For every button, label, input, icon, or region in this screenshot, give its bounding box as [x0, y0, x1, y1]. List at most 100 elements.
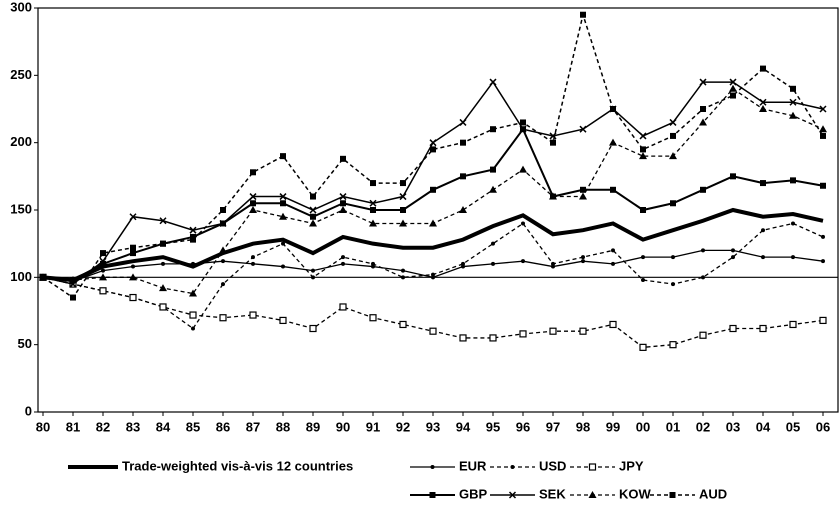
- y-tick-label: 50: [18, 336, 32, 351]
- marker: [700, 186, 706, 193]
- marker: [610, 186, 616, 193]
- marker: [99, 287, 107, 295]
- marker: [699, 78, 707, 86]
- legend-label: KOW: [619, 486, 652, 501]
- x-tick-label: 83: [126, 419, 140, 434]
- marker: [819, 105, 827, 113]
- marker: [730, 173, 736, 180]
- marker: [700, 106, 706, 112]
- marker: [70, 294, 76, 301]
- marker: [129, 273, 137, 281]
- marker: [399, 219, 407, 227]
- marker: [309, 219, 317, 227]
- marker: [311, 275, 315, 280]
- plot-frame: [37, 7, 839, 413]
- marker: [160, 240, 166, 247]
- marker: [430, 465, 435, 469]
- marker: [191, 261, 195, 266]
- marker: [508, 491, 517, 499]
- x-tick-label: 88: [276, 419, 290, 434]
- marker: [311, 268, 315, 273]
- marker: [340, 155, 346, 162]
- marker: [641, 278, 645, 283]
- marker: [429, 327, 437, 335]
- x-tick-label: 94: [456, 419, 471, 434]
- marker: [521, 259, 525, 264]
- marker: [699, 331, 707, 339]
- marker: [639, 132, 647, 140]
- marker: [159, 284, 167, 292]
- marker: [610, 106, 616, 112]
- x-tick-label: 99: [606, 419, 620, 434]
- x-tick-label: 80: [36, 419, 50, 434]
- marker: [609, 138, 617, 146]
- x-tick-label: 87: [246, 419, 260, 434]
- marker: [279, 212, 287, 220]
- marker: [159, 217, 167, 225]
- marker: [791, 221, 795, 226]
- marker: [249, 206, 257, 213]
- marker: [759, 324, 767, 333]
- legend-label: Trade-weighted vis-à-vis 12 countries: [122, 458, 353, 473]
- marker: [190, 236, 196, 243]
- marker: [669, 152, 677, 160]
- x-tick-label: 97: [546, 419, 560, 434]
- marker: [549, 192, 557, 200]
- marker: [309, 324, 317, 333]
- marker: [819, 316, 827, 325]
- marker: [279, 193, 287, 201]
- marker: [130, 244, 136, 251]
- marker: [521, 221, 525, 226]
- marker: [579, 192, 587, 200]
- marker: [430, 146, 436, 153]
- marker: [669, 492, 676, 498]
- marker: [519, 125, 527, 133]
- marker: [701, 248, 705, 253]
- marker: [429, 492, 436, 498]
- series-line: [42, 207, 824, 283]
- legend-label: GBP: [459, 486, 488, 501]
- series-line: [42, 11, 824, 299]
- marker: [251, 261, 255, 266]
- x-tick-label: 96: [516, 419, 530, 434]
- marker: [400, 180, 406, 187]
- marker: [371, 261, 375, 266]
- marker: [789, 320, 797, 329]
- marker: [789, 98, 797, 106]
- marker: [549, 132, 557, 140]
- marker: [251, 255, 255, 260]
- x-tick-label: 05: [786, 419, 800, 434]
- x-tick-label: 89: [306, 419, 320, 434]
- marker: [641, 255, 645, 260]
- marker: [219, 246, 227, 254]
- marker: [99, 257, 107, 265]
- marker: [640, 207, 646, 213]
- marker: [279, 316, 287, 325]
- x-tick-label: 86: [216, 419, 230, 434]
- marker: [759, 105, 767, 112]
- marker: [611, 261, 615, 266]
- x-tick-label: 92: [396, 419, 410, 434]
- legend-label: USD: [539, 458, 566, 473]
- marker: [460, 173, 466, 180]
- x-tick-label: 98: [576, 419, 590, 434]
- marker: [340, 200, 346, 207]
- marker: [369, 219, 377, 227]
- marker: [490, 126, 496, 133]
- marker: [510, 465, 515, 469]
- marker: [789, 111, 797, 119]
- marker: [670, 132, 676, 139]
- marker: [189, 289, 197, 297]
- x-tick-label: 90: [336, 419, 350, 434]
- marker: [489, 185, 497, 193]
- x-tick-label: 04: [756, 419, 771, 434]
- marker: [369, 314, 377, 322]
- marker: [761, 228, 765, 233]
- x-tick-label: 81: [66, 419, 80, 434]
- legend-label: SEK: [539, 486, 566, 501]
- marker: [821, 259, 825, 264]
- x-tick-label: 84: [156, 419, 171, 434]
- marker: [459, 206, 467, 213]
- marker: [639, 343, 647, 351]
- x-tick-label: 85: [186, 419, 200, 434]
